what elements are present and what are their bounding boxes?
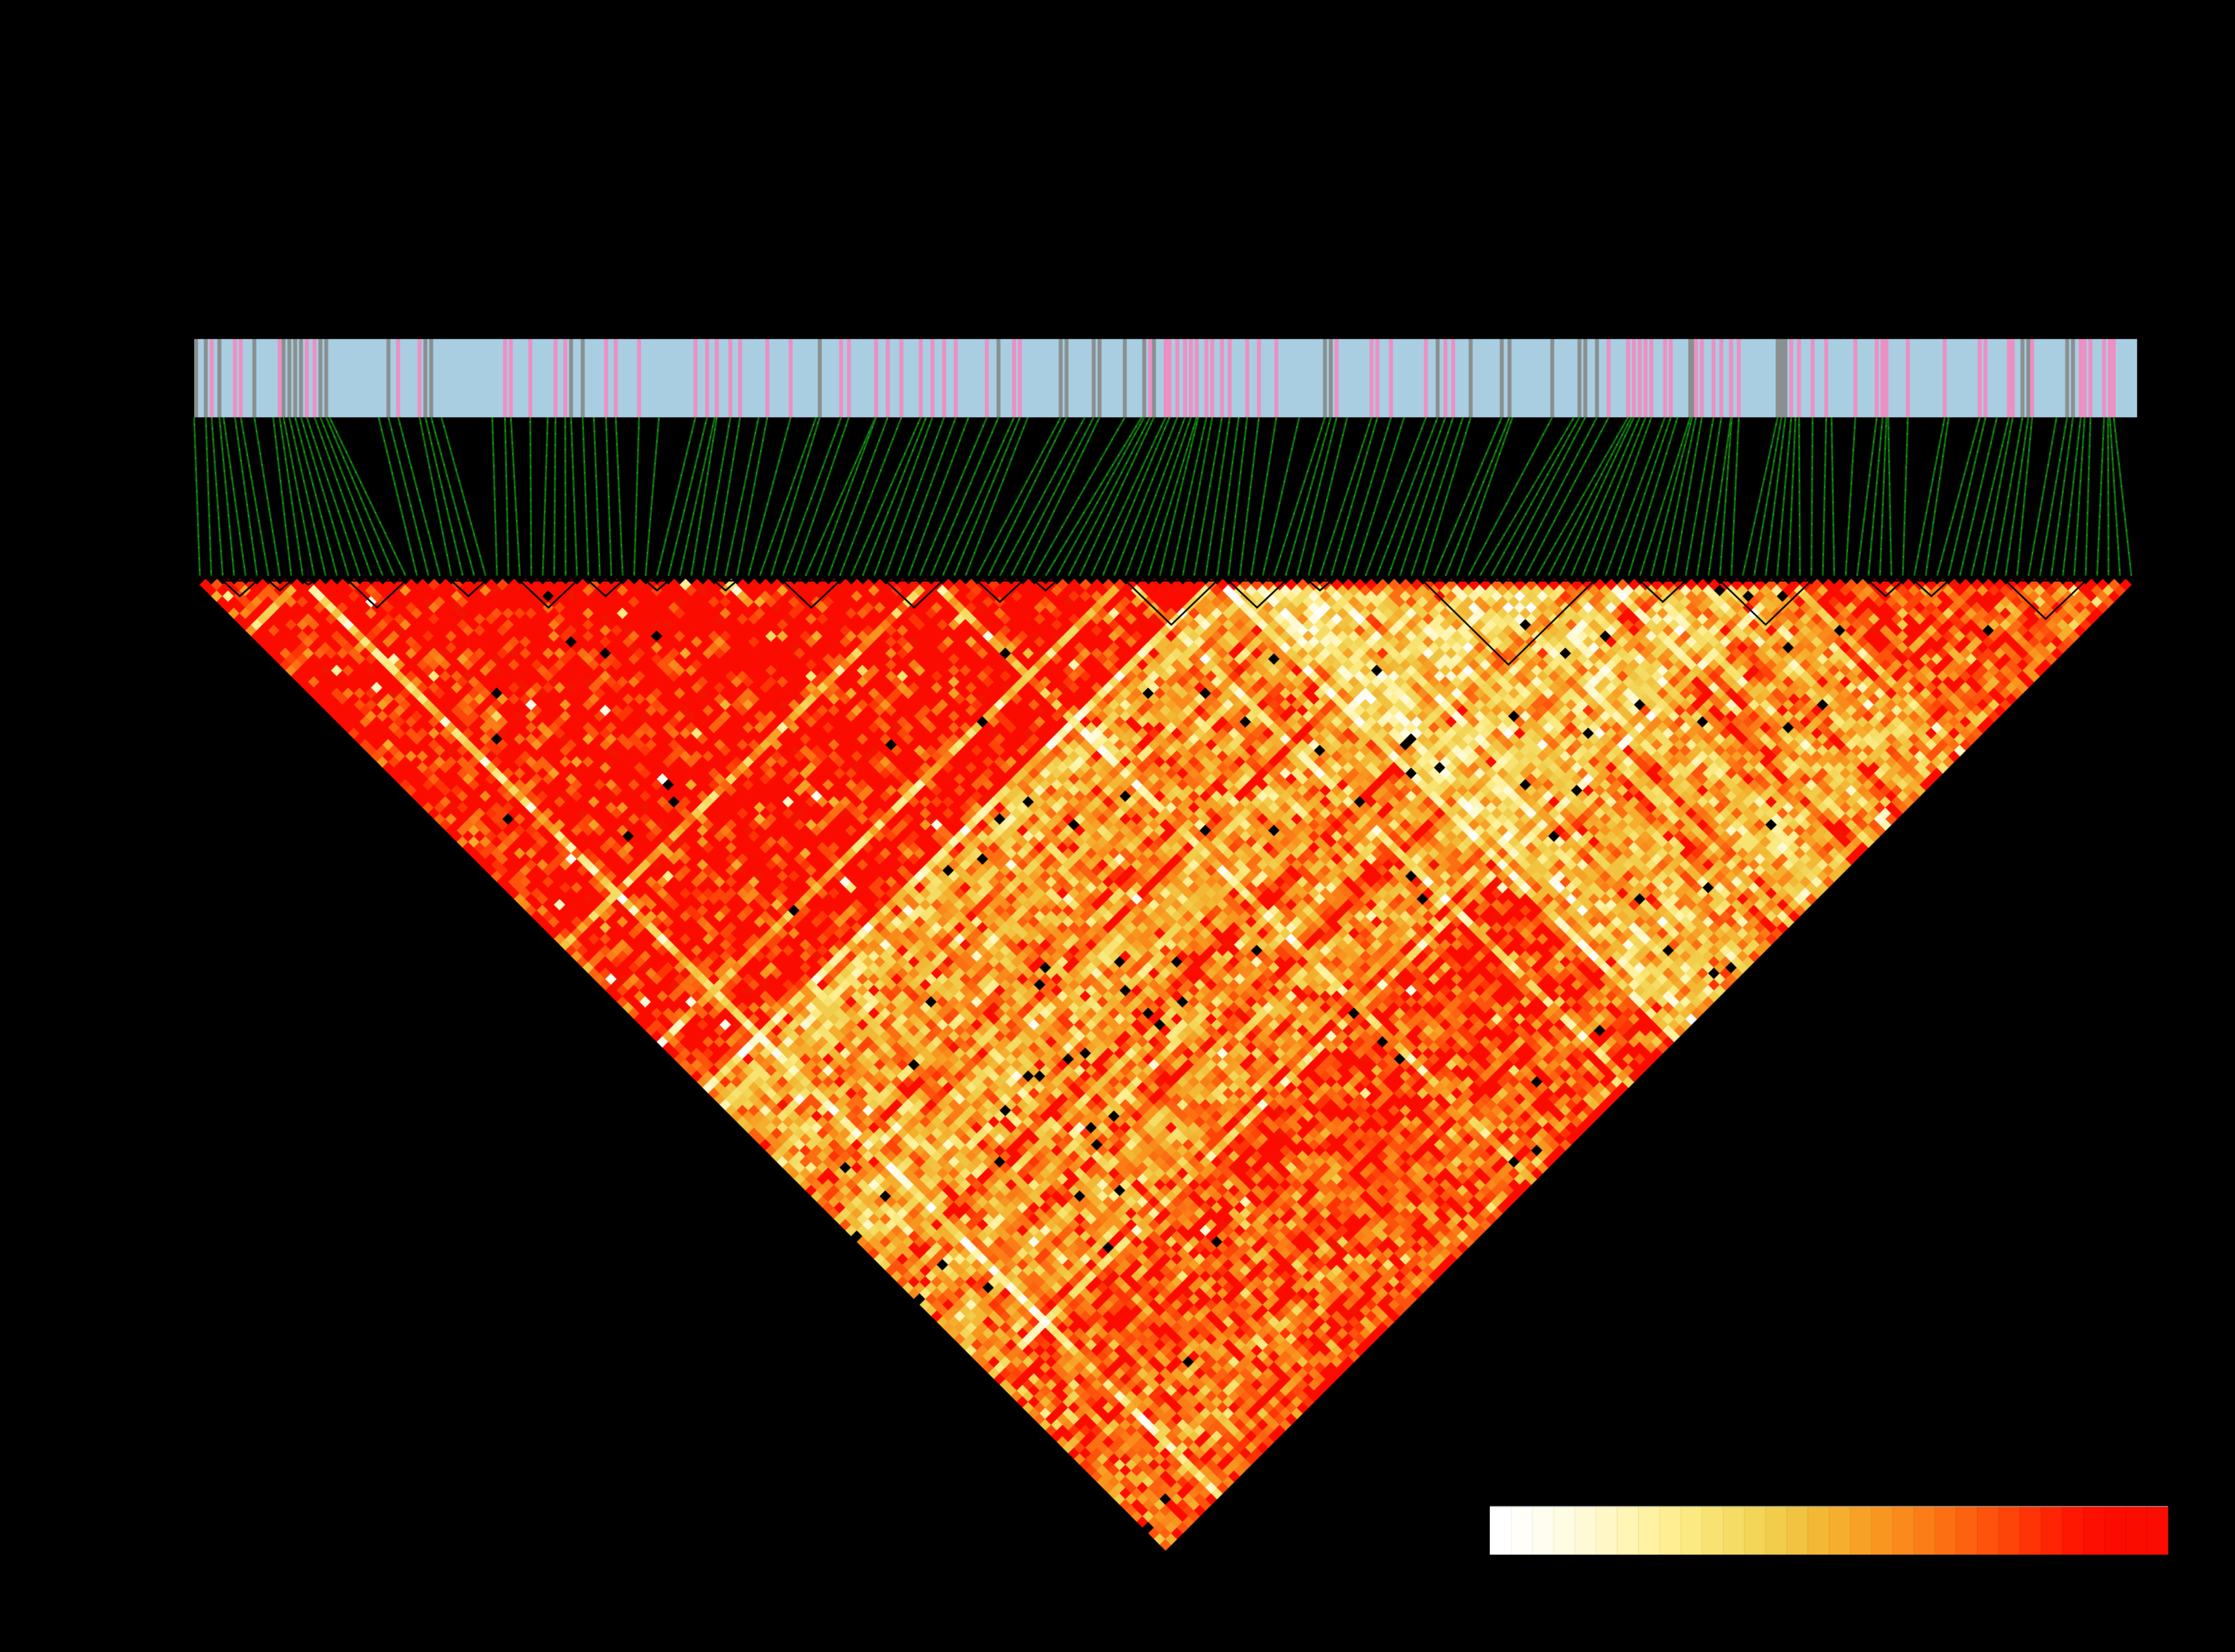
ld-heatmap-figure [0, 0, 2235, 1652]
ld-heatmap-canvas [0, 0, 2235, 1652]
